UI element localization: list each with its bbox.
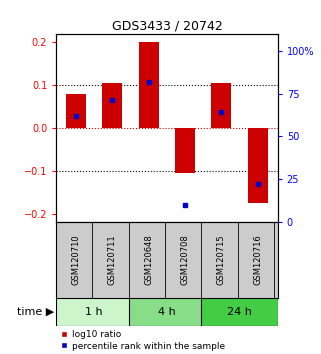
Bar: [56, 298, 133, 326]
Bar: [248, 128, 268, 203]
Text: GSM120708: GSM120708: [181, 234, 190, 285]
Bar: [139, 42, 159, 128]
Text: 24 h: 24 h: [227, 307, 252, 317]
Bar: [66, 93, 86, 128]
Text: GSM120716: GSM120716: [253, 234, 262, 285]
Text: 1 h: 1 h: [85, 307, 103, 317]
Text: GSM120648: GSM120648: [144, 234, 153, 285]
Bar: [102, 83, 122, 128]
Text: GSM120711: GSM120711: [108, 235, 117, 285]
Bar: [212, 83, 231, 128]
Text: time ▶: time ▶: [17, 307, 55, 317]
Text: 4 h: 4 h: [158, 307, 176, 317]
Text: GSM120715: GSM120715: [217, 235, 226, 285]
Text: GSM120710: GSM120710: [72, 235, 81, 285]
Bar: [201, 298, 278, 326]
Legend: log10 ratio, percentile rank within the sample: log10 ratio, percentile rank within the …: [61, 330, 225, 350]
Bar: [129, 298, 205, 326]
Bar: [175, 128, 195, 173]
Title: GDS3433 / 20742: GDS3433 / 20742: [111, 19, 222, 33]
